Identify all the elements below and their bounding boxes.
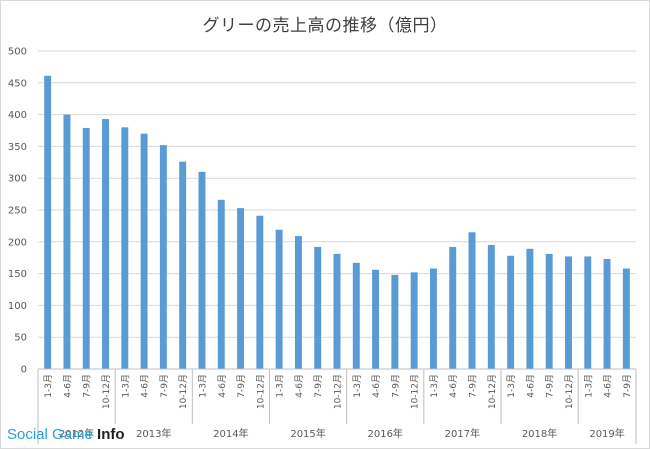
y-tick-label: 400 xyxy=(8,110,27,121)
x-tick-label: 7-9月 xyxy=(313,374,324,398)
year-label: 2017年 xyxy=(445,427,480,440)
y-tick-label: 300 xyxy=(8,174,27,185)
x-tick-label: 7-9月 xyxy=(390,374,401,398)
bar xyxy=(372,269,380,369)
bar xyxy=(429,268,437,369)
x-tick-label: 4-6月 xyxy=(525,374,536,398)
x-tick-label: 1-3月 xyxy=(506,374,517,398)
y-tick-label: 150 xyxy=(8,269,27,280)
watermark-text-strong: Info xyxy=(97,426,125,443)
bar xyxy=(449,246,457,369)
bar xyxy=(584,256,592,369)
x-tick-label: 1-3月 xyxy=(429,374,440,398)
bar xyxy=(159,145,167,369)
bar xyxy=(603,258,611,369)
bar xyxy=(333,253,341,369)
year-label: 2018年 xyxy=(522,427,557,440)
x-tick-label: 10-12月 xyxy=(410,374,421,409)
x-tick-label: 1-3月 xyxy=(120,374,131,398)
x-tick-label: 1-3月 xyxy=(197,374,208,398)
x-tick-label: 10-12月 xyxy=(178,374,189,409)
watermark-text: Social Game xyxy=(7,426,98,443)
bar xyxy=(217,199,225,369)
x-tick-label: 7-9月 xyxy=(468,374,479,398)
bar xyxy=(140,133,148,369)
x-tick-label: 4-6月 xyxy=(294,374,305,398)
bar xyxy=(102,119,109,369)
bar xyxy=(526,248,534,369)
bar xyxy=(565,256,572,369)
x-tick-label: 4-6月 xyxy=(62,374,73,398)
bar xyxy=(507,255,515,369)
bar xyxy=(468,232,476,369)
x-tick-label: 1-3月 xyxy=(275,374,286,398)
bar xyxy=(294,236,302,369)
x-tick-label: 10-12月 xyxy=(487,374,498,409)
x-tick-label: 1-3月 xyxy=(43,374,54,398)
bar xyxy=(82,127,90,370)
year-label: 2016年 xyxy=(367,427,402,440)
bar xyxy=(198,171,206,369)
bar xyxy=(179,161,187,369)
bar xyxy=(237,208,245,369)
bar xyxy=(622,268,630,369)
x-tick-label: 4-6月 xyxy=(371,374,382,398)
x-tick-label: 7-9月 xyxy=(236,374,247,398)
x-tick-label: 7-9月 xyxy=(545,374,556,398)
bar xyxy=(487,244,495,369)
x-tick-label: 4-6月 xyxy=(603,374,614,398)
y-tick-label: 200 xyxy=(8,237,27,248)
x-tick-label: 7-9月 xyxy=(82,374,93,398)
bar xyxy=(314,246,322,369)
year-label: 2012年 xyxy=(59,427,94,440)
y-tick-label: 100 xyxy=(8,301,27,312)
watermark-logo: Social Game Info xyxy=(7,426,125,443)
bar xyxy=(391,274,399,369)
x-tick-label: 7-9月 xyxy=(159,374,170,398)
bar xyxy=(44,75,52,369)
x-tick-label: 4-6月 xyxy=(448,374,459,398)
x-tick-label: 4-6月 xyxy=(217,374,228,398)
bar xyxy=(275,229,283,369)
x-tick-label: 10-12月 xyxy=(564,374,575,409)
y-tick-label: 50 xyxy=(14,333,27,344)
bar xyxy=(63,114,71,369)
year-label: 2019年 xyxy=(589,427,624,440)
bar xyxy=(410,272,418,369)
x-tick-label: 4-6月 xyxy=(140,374,151,398)
y-tick-label: 450 xyxy=(8,78,27,89)
x-tick-label: 10-12月 xyxy=(255,374,266,409)
bar xyxy=(121,127,129,369)
chart-title: グリーの売上高の推移（億円） xyxy=(202,16,448,36)
y-tick-label: 350 xyxy=(8,142,27,153)
x-tick-label: 1-3月 xyxy=(352,374,363,398)
year-label: 2014年 xyxy=(213,427,248,440)
bar xyxy=(256,215,264,369)
x-tick-label: 1-3月 xyxy=(583,374,594,398)
y-tick-label: 0 xyxy=(21,365,27,376)
x-tick-label: 7-9月 xyxy=(622,374,633,398)
x-tick-label: 10-12月 xyxy=(333,374,344,409)
y-tick-label: 500 xyxy=(8,47,27,58)
bar xyxy=(352,262,360,369)
bar xyxy=(545,253,553,369)
year-label: 2015年 xyxy=(290,427,325,440)
y-tick-label: 250 xyxy=(8,206,27,217)
x-tick-label: 10-12月 xyxy=(101,374,112,409)
year-label: 2013年 xyxy=(136,427,171,440)
